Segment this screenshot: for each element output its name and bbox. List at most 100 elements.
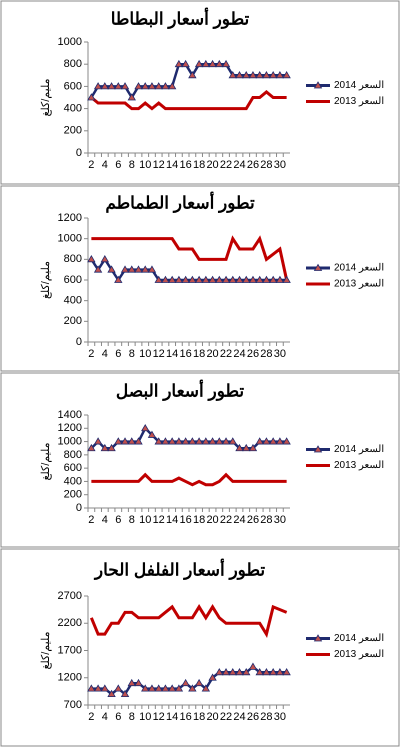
point-marker: [215, 275, 224, 283]
point-marker: [215, 668, 224, 676]
x-tick-label: 14: [166, 514, 178, 526]
x-tick-label: 10: [139, 348, 151, 360]
point-marker: [181, 437, 190, 445]
legend-marker: [313, 81, 323, 89]
x-tick-label: 28: [260, 514, 272, 526]
legend-marker: [313, 263, 323, 271]
panel-border: [0, 0, 400, 185]
x-tick-label: 20: [206, 159, 218, 171]
y-tick-label: 0: [76, 147, 82, 159]
point-marker: [127, 93, 136, 101]
point-marker: [221, 437, 231, 445]
point-marker: [154, 684, 163, 692]
point-marker: [161, 275, 170, 283]
panel-border: [0, 185, 400, 372]
y-axis-label: مليم/كلغ: [40, 442, 52, 480]
point-marker: [228, 275, 237, 283]
x-tick-label: 20: [206, 348, 218, 360]
point-marker: [87, 93, 96, 101]
x-tick-label: 6: [115, 348, 121, 360]
y-tick-label: 2200: [58, 617, 82, 629]
x-tick-label: 20: [206, 711, 218, 723]
x-tick-label: 26: [247, 514, 259, 526]
y-tick-label: 400: [64, 475, 82, 487]
point-marker: [248, 443, 258, 452]
x-tick-label: 4: [102, 514, 108, 526]
legend-label: السعر 2014: [334, 80, 384, 91]
point-marker: [275, 668, 285, 676]
point-marker: [100, 255, 110, 263]
point-marker: [181, 678, 190, 687]
y-tick-label: 0: [76, 502, 82, 514]
point-marker: [201, 684, 211, 692]
point-marker: [208, 437, 217, 445]
series-line: [91, 472, 287, 487]
point-marker: [248, 71, 258, 79]
point-marker: [154, 82, 163, 90]
point-marker: [248, 662, 258, 670]
point-marker: [275, 71, 285, 79]
point-marker: [120, 689, 130, 697]
point-marker: [161, 82, 170, 90]
point-marker: [235, 443, 244, 452]
point-marker: [167, 684, 177, 692]
x-tick-label: 16: [180, 348, 192, 360]
x-tick-label: 16: [180, 514, 192, 526]
x-tick-label: 18: [193, 159, 205, 171]
point-marker: [228, 71, 237, 79]
point-marker: [154, 275, 163, 283]
point-marker: [161, 437, 170, 445]
x-tick-label: 20: [206, 514, 218, 526]
point-marker: [228, 437, 237, 445]
x-tick-label: 30: [274, 711, 286, 723]
legend-marker: [313, 445, 323, 453]
point-marker: [268, 437, 278, 445]
point-marker: [93, 684, 103, 692]
x-tick-label: 2: [88, 711, 94, 723]
x-tick-label: 16: [180, 711, 192, 723]
point-marker: [100, 443, 110, 452]
point-marker: [194, 275, 204, 283]
point-marker: [107, 689, 116, 697]
series-line: [91, 235, 289, 281]
y-tick-label: 400: [64, 103, 82, 115]
y-tick-label: 1200: [58, 422, 82, 434]
y-tick-label: 1000: [58, 36, 82, 48]
point-marker: [242, 668, 251, 676]
y-tick-label: 1200: [58, 212, 82, 224]
point-marker: [134, 678, 143, 687]
point-marker: [100, 684, 110, 692]
point-marker: [134, 82, 143, 90]
point-marker: [114, 684, 123, 692]
point-marker: [268, 71, 278, 79]
point-marker: [147, 430, 157, 438]
point-marker: [208, 275, 217, 283]
x-tick-label: 8: [129, 159, 135, 171]
point-marker: [255, 71, 264, 79]
point-marker: [120, 82, 130, 90]
x-tick-label: 4: [102, 348, 108, 360]
y-tick-label: 200: [64, 125, 82, 137]
legend-label: السعر 2014: [334, 633, 384, 644]
point-marker: [194, 59, 204, 68]
point-marker: [161, 684, 170, 692]
panel-border: [0, 548, 400, 747]
point-marker: [221, 668, 231, 676]
x-tick-label: 4: [102, 159, 108, 171]
point-marker: [174, 684, 184, 692]
x-tick-label: 18: [193, 348, 205, 360]
point-marker: [282, 668, 291, 676]
point-marker: [93, 265, 103, 273]
y-tick-label: 1400: [58, 409, 82, 421]
series-line: [89, 604, 288, 638]
x-tick-label: 2: [88, 159, 94, 171]
point-marker: [262, 71, 271, 79]
legend-marker: [313, 634, 323, 642]
point-marker: [201, 59, 211, 68]
point-marker: [141, 82, 150, 90]
point-marker: [235, 275, 244, 283]
y-axis-label: مليم/كلغ: [40, 631, 52, 669]
x-tick-label: 28: [260, 711, 272, 723]
point-marker: [174, 437, 184, 445]
point-marker: [181, 275, 190, 283]
